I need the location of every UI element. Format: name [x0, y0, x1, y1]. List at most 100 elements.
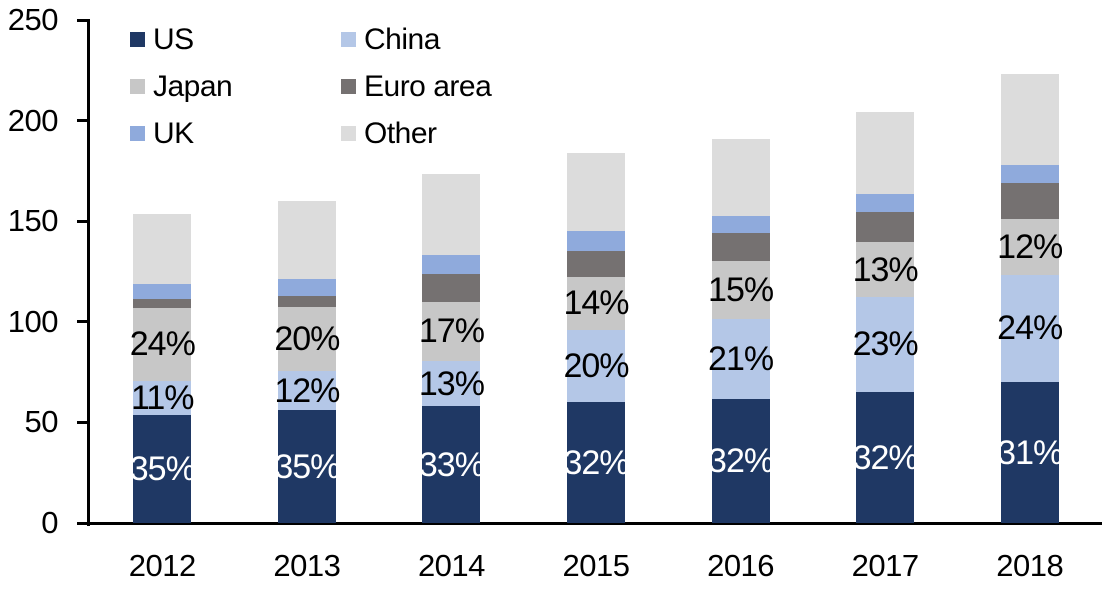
bar-segment — [856, 111, 915, 195]
bar-segment: 32% — [708, 399, 774, 523]
bar-segment-label: 32% — [708, 442, 774, 481]
x-axis-label: 2015 — [562, 548, 630, 583]
bar-segment — [711, 233, 770, 262]
bar-segment-label: 20% — [563, 347, 629, 386]
legend-swatch-icon — [130, 79, 145, 94]
bar-segment — [133, 298, 192, 308]
y-tick-label: 250 — [7, 2, 59, 37]
x-axis-label: 2017 — [851, 548, 919, 583]
bar-segment-label: 14% — [563, 284, 629, 323]
bar-segment: 17% — [419, 301, 485, 362]
y-tick-mark — [77, 119, 90, 123]
legend-swatch-icon — [130, 126, 145, 141]
bar-segment: 20% — [563, 329, 630, 403]
x-axis-label: 2016 — [707, 548, 775, 583]
legend-swatch-icon — [341, 126, 356, 141]
bar-segment-label: 21% — [708, 340, 774, 379]
bar-segment — [277, 278, 336, 296]
x-axis-line — [77, 521, 1102, 525]
bar-segment — [711, 138, 770, 217]
y-tick-label: 50 — [24, 404, 59, 440]
legend-item: Japan — [130, 63, 341, 110]
bar-segment-label: 17% — [418, 312, 485, 351]
bar-segment-label: 24% — [129, 325, 196, 364]
y-tick-mark — [77, 420, 90, 424]
bar-segment: 24% — [130, 307, 196, 382]
legend-label: Euro area — [364, 69, 492, 103]
bar-segment-label: 35% — [274, 447, 340, 486]
bar-segment — [133, 214, 192, 284]
bar-segment-label: 13% — [418, 364, 485, 403]
bar-segment: 12% — [274, 371, 340, 411]
bar-segment-label: 35% — [129, 450, 196, 489]
legend-swatch-icon — [130, 32, 145, 47]
bar-segment — [567, 251, 625, 277]
bar-segment: 21% — [708, 318, 774, 400]
bar-segment-label: 33% — [418, 445, 485, 484]
legend: US China Japan Euro area UK Other — [130, 16, 492, 157]
bar-segment: 35% — [274, 410, 340, 523]
legend-item: China — [341, 16, 491, 63]
bar-segment — [277, 295, 336, 307]
bar-segment: 32% — [563, 402, 630, 523]
bar-segment — [1000, 74, 1059, 165]
legend-label: Other — [364, 116, 437, 150]
legend-item: US — [130, 16, 341, 63]
bar-segment-label: 32% — [852, 438, 919, 477]
bar-segment: 13% — [853, 242, 919, 297]
bar-segment-label: 20% — [274, 319, 340, 358]
bar-segment-label: 24% — [997, 309, 1063, 348]
legend-item: Other — [341, 110, 491, 157]
y-tick-label: 200 — [7, 102, 59, 138]
legend-label: Japan — [153, 69, 233, 103]
bar-segment — [422, 255, 481, 274]
bar-segment-label: 23% — [852, 325, 919, 364]
bar-segment-label: 13% — [852, 250, 919, 289]
bar-segment — [277, 201, 336, 279]
y-tick-label: 100 — [7, 303, 59, 339]
bar-segment — [567, 231, 625, 252]
bar-segment: 11% — [131, 379, 195, 418]
bar-segment — [1000, 183, 1059, 220]
bar-segment-label: 32% — [563, 443, 629, 482]
x-axis-label: 2018 — [996, 548, 1064, 583]
bar-segment: 32% — [853, 392, 919, 523]
y-tick-label: 150 — [7, 203, 59, 239]
bar-segment-label: 31% — [997, 433, 1063, 472]
legend-swatch-icon — [341, 79, 356, 94]
bar-segment-label: 15% — [708, 271, 774, 310]
bar-segment: 23% — [853, 296, 919, 393]
legend-item: Euro area — [341, 63, 492, 110]
legend-label: UK — [153, 116, 194, 150]
bar-segment: 12% — [997, 219, 1063, 275]
x-axis-label: 2012 — [128, 548, 196, 583]
bar-segment — [856, 194, 915, 213]
y-tick-mark — [77, 320, 90, 324]
bar-segment: 14% — [563, 276, 630, 330]
bar-segment — [133, 283, 192, 299]
legend-item: UK — [130, 110, 341, 157]
bar-segment: 20% — [274, 306, 340, 372]
x-axis-label: 2013 — [273, 548, 341, 583]
bar-segment — [1000, 164, 1059, 183]
y-axis-line — [87, 20, 90, 526]
legend-swatch-icon — [341, 32, 356, 47]
bar-segment: 24% — [997, 274, 1063, 383]
bar-segment: 15% — [708, 261, 774, 319]
bar-segment: 33% — [419, 406, 485, 523]
y-tick-mark — [77, 18, 90, 22]
bar-segment-label: 11% — [131, 379, 195, 418]
bar-segment — [422, 173, 481, 256]
y-tick-mark — [77, 219, 90, 223]
bar-segment — [711, 216, 770, 234]
bar-segment: 31% — [997, 382, 1063, 523]
legend-label: US — [153, 22, 194, 56]
bar-segment — [567, 152, 625, 232]
bar-segment-label: 12% — [997, 227, 1063, 266]
bar-segment-label: 12% — [274, 371, 340, 410]
legend-label: China — [364, 22, 440, 56]
bar-segment: 35% — [130, 415, 196, 523]
bar-segment: 13% — [419, 361, 485, 407]
x-axis-label: 2014 — [417, 548, 485, 583]
